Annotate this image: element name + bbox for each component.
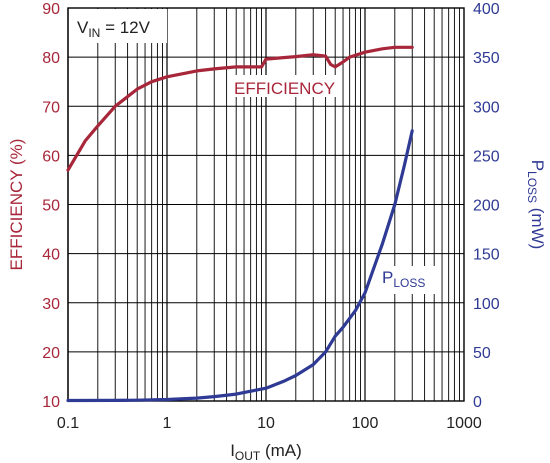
y-left-tick-label: 50 xyxy=(42,198,60,215)
y-right-tick-label: 200 xyxy=(473,198,500,215)
ploss-line xyxy=(66,129,414,403)
y-right-tick-label: 350 xyxy=(473,50,500,67)
y-left-tick-label: 70 xyxy=(42,99,60,116)
y-left-tick-label: 80 xyxy=(42,50,60,67)
axes xyxy=(67,7,465,402)
y-left-axis-title: EFFICIENCY (%) xyxy=(7,139,26,271)
x-tick-label: 1 xyxy=(163,415,172,432)
y-left-tick-label: 20 xyxy=(42,345,60,362)
y-right-axis-title: PLOSS (mW) xyxy=(525,160,547,250)
y-left-tick-label: 60 xyxy=(42,148,60,165)
y-left-tick-label: 10 xyxy=(42,394,60,411)
y-right-tick-label: 250 xyxy=(473,148,500,165)
y-right-tick-label: 100 xyxy=(473,296,500,313)
series-lines xyxy=(66,45,414,403)
y-left-tick-label: 30 xyxy=(42,296,60,313)
y-right-tick-label: 50 xyxy=(473,345,491,362)
vin-annotation: VIN = 12V xyxy=(77,18,151,40)
annotation-background xyxy=(69,9,167,43)
efficiency-series-label: EFFICIENCY xyxy=(234,79,335,98)
y-right-tick-label: 400 xyxy=(473,1,500,18)
plot-frame xyxy=(67,7,465,402)
x-tick-label: 10 xyxy=(257,415,275,432)
ploss-label-background xyxy=(378,266,440,294)
x-tick-label: 100 xyxy=(352,415,379,432)
y-right-tick-label: 300 xyxy=(473,99,500,116)
y-left-tick-label: 90 xyxy=(42,1,60,18)
y-left-tick-label: 40 xyxy=(42,247,60,264)
x-tick-label: 0.1 xyxy=(57,415,79,432)
x-axis-title: IOUT (mA) xyxy=(230,441,302,463)
x-tick-label: 1000 xyxy=(446,415,482,432)
grid xyxy=(67,7,464,402)
y-right-tick-label: 150 xyxy=(473,247,500,264)
labels: 0.1 1 10 100 1000 10 20 30 40 50 60 70 80 90 0 50 100 150… xyxy=(7,1,547,463)
y-right-tick-label: 0 xyxy=(473,394,482,411)
efficiency-label-background xyxy=(230,75,338,97)
ploss-series-label: PLOSS xyxy=(382,268,425,290)
efficiency-line xyxy=(66,45,414,172)
